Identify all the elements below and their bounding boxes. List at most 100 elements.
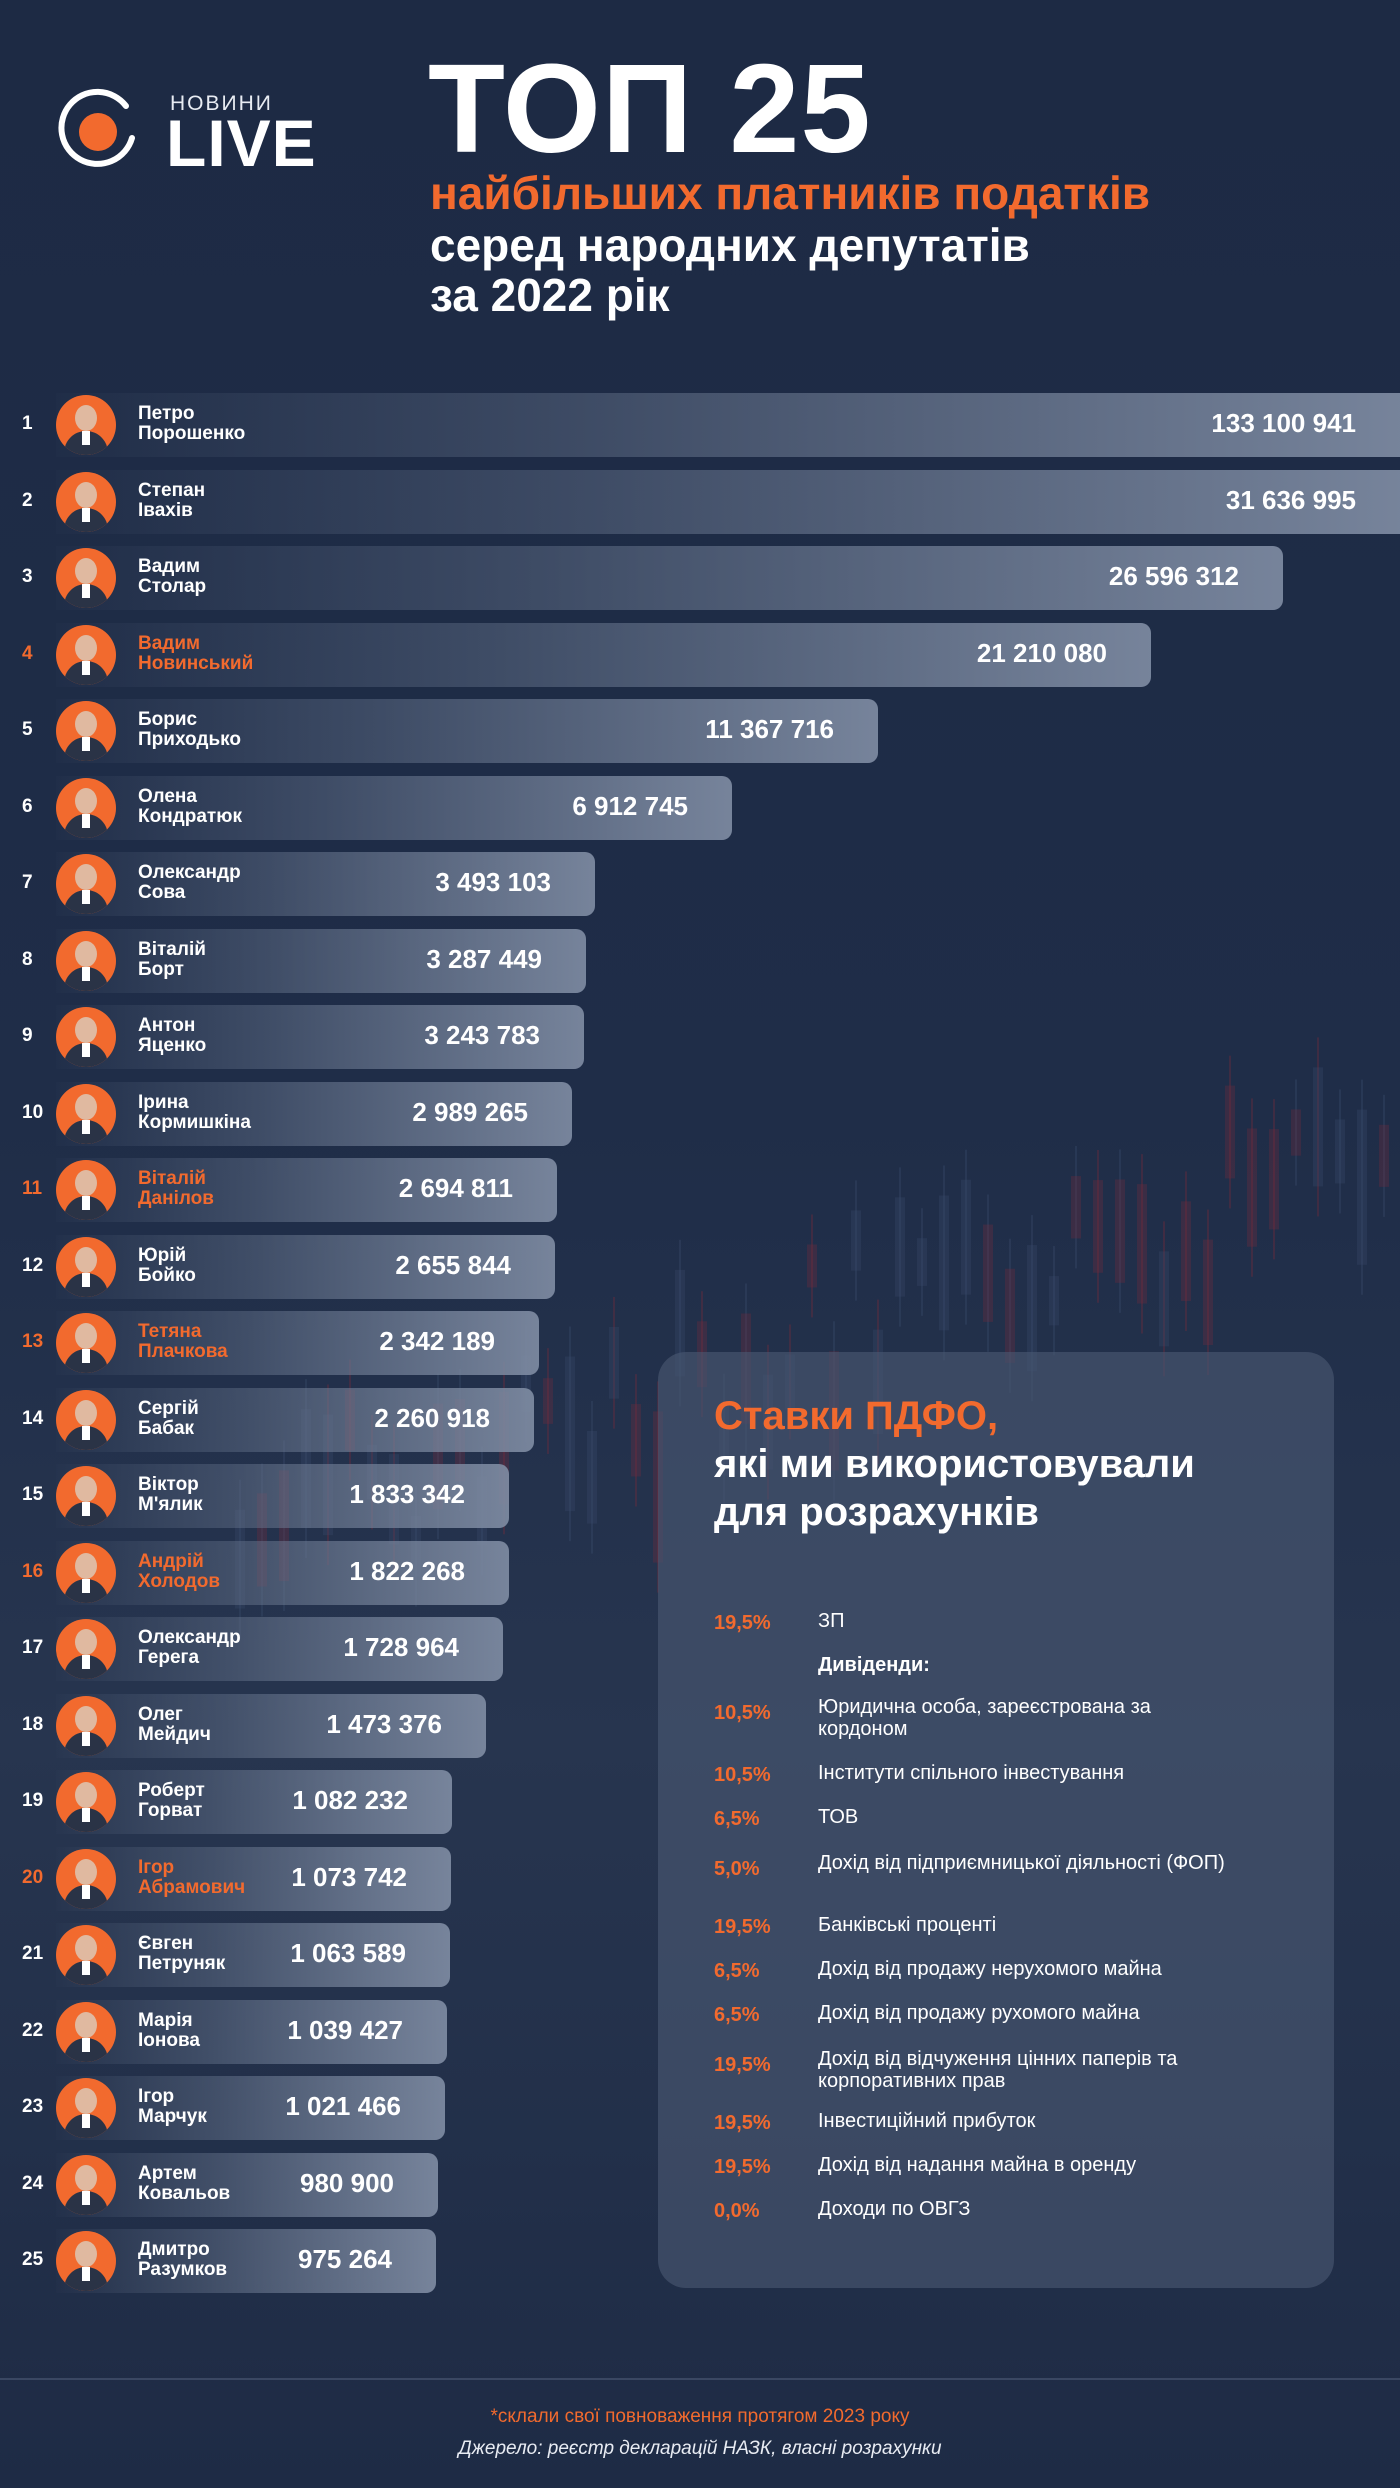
candle-body — [1027, 1245, 1037, 1372]
value-bar — [56, 2153, 438, 2217]
avatar — [56, 2231, 116, 2291]
candle-body — [851, 1210, 861, 1271]
rank-number: 18 — [22, 1714, 44, 1735]
ranking-row: 16 Андрій Холодов 1 822 268 — [0, 1541, 1400, 1605]
avatar — [56, 2155, 116, 2215]
rank-number: 22 — [22, 2020, 44, 2041]
ranking-row: 2 Степан Івахів 31 636 995 — [0, 470, 1400, 534]
rate-value: 19,5% — [714, 1916, 771, 1938]
first-name: Степан — [138, 480, 206, 501]
last-name: Горват — [138, 1800, 203, 1821]
first-name: Віктор — [138, 1474, 199, 1495]
tax-value-label: 975 264 — [298, 2244, 392, 2274]
value-bar — [56, 1541, 509, 1605]
candle-body — [1357, 1109, 1367, 1265]
avatar — [56, 1313, 116, 1373]
candle-body — [1049, 1276, 1059, 1326]
value-bar — [56, 929, 586, 993]
candle-body — [917, 1238, 927, 1286]
candle-body — [1313, 1067, 1323, 1187]
first-name: Вадим — [138, 556, 201, 577]
deputy-name: Марія Іонова — [138, 2011, 200, 2051]
first-name: Марія — [138, 2010, 193, 2031]
first-name: Олександр — [138, 862, 241, 883]
tax-rates-panel: Ставки ПДФО, які ми використовували для … — [658, 1352, 1334, 2288]
value-bar — [56, 1617, 503, 1681]
first-name: Олена — [138, 786, 197, 807]
deputy-name: Віктор М'ялик — [138, 1475, 203, 1515]
last-name: Сова — [138, 882, 186, 903]
rate-value: 19,5% — [714, 2156, 771, 2178]
value-bar — [56, 470, 1400, 534]
first-name: Петро — [138, 403, 195, 424]
avatar — [56, 1466, 116, 1526]
deputy-name: Вадим Новинський — [138, 634, 253, 674]
avatar — [56, 778, 116, 838]
value-bar — [56, 623, 1151, 687]
first-name: Олег — [138, 1704, 183, 1725]
ranking-row: 6 Олена Кондратюк 6 912 745 — [0, 776, 1400, 840]
last-name: Приходько — [138, 729, 241, 750]
candle-body — [257, 1493, 267, 1587]
subtitle-line-3: за 2022 рік — [430, 269, 670, 321]
rank-number: 6 — [22, 796, 33, 817]
avatar — [56, 1696, 116, 1756]
rank-number: 3 — [22, 566, 33, 587]
candle-body — [1093, 1180, 1103, 1273]
avatar — [56, 1007, 116, 1067]
ranking-row: 17 Олександр Герега 1 728 964 — [0, 1617, 1400, 1681]
candle-body — [631, 1404, 641, 1477]
last-name: Кондратюк — [138, 806, 242, 827]
first-name: Антон — [138, 1015, 196, 1036]
candle-body — [961, 1179, 971, 1295]
tax-value-label: 3 243 783 — [424, 1020, 540, 1050]
value-bar — [56, 1082, 572, 1146]
panel-title-line-1: Ставки ПДФО, — [714, 1394, 999, 1438]
rank-number: 16 — [22, 1561, 44, 1582]
first-name: Сергій — [138, 1398, 199, 1419]
deputy-name: Ірина Кормишкіна — [138, 1093, 251, 1133]
rank-number: 8 — [22, 949, 33, 970]
avatar — [56, 1619, 116, 1679]
last-name: Столар — [138, 576, 207, 597]
last-name: Кормишкіна — [138, 1112, 251, 1133]
rate-value: 10,5% — [714, 1764, 771, 1786]
value-bar — [56, 1311, 539, 1375]
live-logo-ring-icon — [58, 88, 135, 167]
panel-title-line-2: які ми використовували — [714, 1442, 1195, 1486]
candle-body — [1291, 1109, 1301, 1156]
tax-value-label: 6 912 745 — [572, 791, 688, 821]
novyny-live-logo[interactable]: НОВИНИ LIVE — [56, 86, 336, 182]
ranking-row: 25 Дмитро Разумков 975 264 — [0, 2229, 1400, 2293]
value-bar — [56, 852, 595, 916]
avatar — [56, 1237, 116, 1297]
avatar — [56, 1925, 116, 1985]
candle-body — [609, 1326, 619, 1399]
last-name: Івахів — [138, 500, 193, 521]
avatar — [56, 548, 116, 608]
ranking-row: 4 Вадим Новинський 21 210 080 — [0, 623, 1400, 687]
candle-body — [565, 1356, 575, 1512]
value-bar — [56, 776, 732, 840]
last-name: Марчук — [138, 2106, 207, 2127]
subtitle-line-2: серед народних депутатів — [430, 219, 1030, 271]
tax-value-label: 1 728 964 — [343, 1632, 459, 1662]
ranking-row: 5 Борис Приходько 11 367 716 — [0, 699, 1400, 763]
deputy-name: Ігор Абрамович — [138, 1858, 245, 1898]
value-bar — [56, 1923, 450, 1987]
candle-body — [1203, 1239, 1213, 1345]
ranking-row: 22 Марія Іонова 1 039 427 — [0, 2000, 1400, 2064]
candle-body — [1005, 1268, 1015, 1363]
tax-value-label: 1 082 232 — [292, 1785, 408, 1815]
value-bar — [56, 1005, 584, 1069]
first-name: Вадим — [138, 633, 201, 654]
first-name: Юрій — [138, 1245, 187, 1266]
deputy-name: Віталій Данілов — [138, 1169, 214, 1209]
ranking-row: 7 Олександр Сова 3 493 103 — [0, 852, 1400, 916]
candle-body — [983, 1224, 993, 1322]
first-name: Євген — [138, 1933, 194, 1954]
logo-small-text: НОВИНИ — [170, 92, 273, 115]
candle-body — [521, 1355, 531, 1413]
avatar — [56, 1772, 116, 1832]
value-bar — [56, 393, 1400, 457]
